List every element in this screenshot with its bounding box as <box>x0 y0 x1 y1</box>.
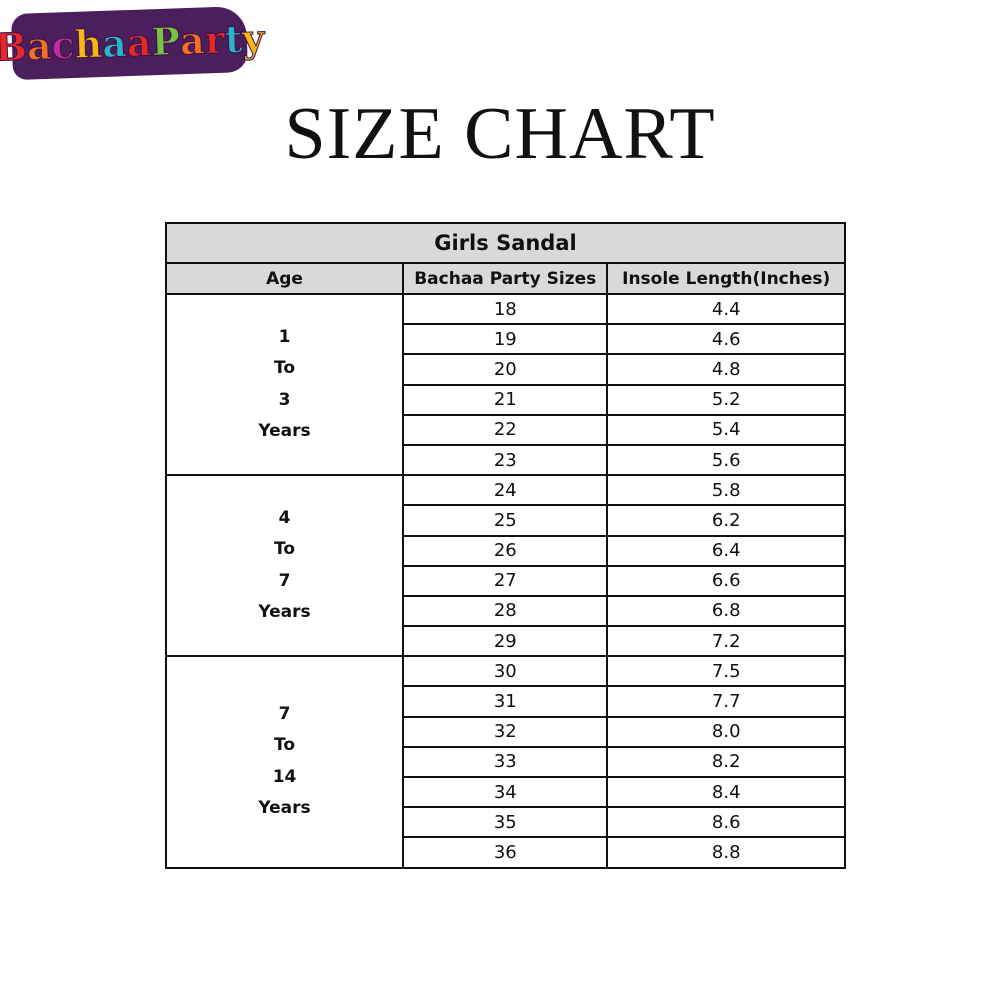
age-line: 14 <box>272 766 297 787</box>
table-row: 28 6.8 <box>166 594 846 628</box>
table-row: 35 8.6 <box>166 806 846 839</box>
age-line: To <box>274 358 296 379</box>
insole-length-cell: 8.0 <box>606 715 846 748</box>
table-caption: Girls Sandal <box>165 222 846 264</box>
size-chart-table: Girls Sandal Age Bachaa Party Sizes Inso… <box>164 222 846 869</box>
insole-length-cell: 8.6 <box>606 806 846 839</box>
logo-letter: a <box>126 19 153 66</box>
insole-length-cell: 4.4 <box>606 292 846 326</box>
size-cell: 32 <box>402 715 609 748</box>
age-line: 7 <box>278 703 291 724</box>
insole-length-cell: 6.2 <box>606 504 846 537</box>
logo-letter: y <box>241 15 266 62</box>
size-cell: 31 <box>402 685 609 718</box>
header-age: Age <box>164 262 405 295</box>
age-group-cell: 1 To 3 Years <box>164 292 405 477</box>
table-row: 7 To 14 Years 30 7.5 <box>164 655 846 869</box>
insole-length-cell: 7.2 <box>606 625 846 658</box>
table-row: 33 8.2 <box>166 745 846 779</box>
age-line: To <box>274 735 296 756</box>
insole-length-cell: 5.4 <box>606 413 846 446</box>
size-cell: 36 <box>402 836 609 869</box>
size-cell: 34 <box>402 775 609 809</box>
table-row: 25 6.2 <box>166 504 846 537</box>
age-line: To <box>274 539 296 560</box>
table-row: 29 7.2 <box>166 625 846 658</box>
age-line: 3 <box>278 389 291 410</box>
table-row: 4 To 7 Years 24 5.8 <box>164 474 846 658</box>
size-cell: 19 <box>402 323 609 356</box>
table-row: 31 7.7 <box>166 685 846 718</box>
size-cell: 29 <box>402 625 609 658</box>
table-row: 21 5.2 <box>166 383 846 416</box>
insole-length-cell: 4.6 <box>606 323 846 356</box>
insole-length-cell: 6.6 <box>606 564 846 597</box>
size-cell: 30 <box>402 655 609 688</box>
table-row: 32 8.0 <box>166 715 846 748</box>
size-cell: 25 <box>402 504 609 537</box>
age-line: 1 <box>278 326 291 347</box>
table-row: 26 6.4 <box>166 534 846 567</box>
insole-length-cell: 5.8 <box>606 474 846 507</box>
table-row: 1 To 3 Years 18 4.4 <box>164 292 846 477</box>
insole-length-cell: 5.6 <box>606 443 846 477</box>
size-cell: 33 <box>402 745 609 779</box>
insole-length-cell: 6.8 <box>606 594 846 628</box>
age-line: Years <box>258 798 311 819</box>
age-group-cell: 7 To 14 Years <box>164 655 405 869</box>
size-cell: 24 <box>402 474 609 507</box>
age-group-cell: 4 To 7 Years <box>164 474 405 658</box>
table-row: 20 4.8 <box>166 353 846 386</box>
size-cell: 23 <box>402 443 609 477</box>
logo-letter: P <box>150 18 181 65</box>
insole-length-cell: 7.7 <box>606 685 846 718</box>
size-cell: 26 <box>402 534 609 567</box>
insole-length-cell: 8.8 <box>606 836 846 869</box>
size-cell: 27 <box>402 564 609 597</box>
header-insole-length: Insole Length(Inches) <box>606 262 846 295</box>
logo-letter: a <box>101 20 128 67</box>
insole-length-cell: 8.4 <box>606 775 846 809</box>
age-line: 7 <box>278 570 291 591</box>
table-row: 19 4.6 <box>166 323 846 356</box>
size-cell: 35 <box>402 806 609 839</box>
insole-length-cell: 4.8 <box>606 353 846 386</box>
size-cell: 28 <box>402 594 609 628</box>
size-cell: 18 <box>402 292 609 326</box>
insole-length-cell: 5.2 <box>606 383 846 416</box>
size-cell: 22 <box>402 413 609 446</box>
insole-length-cell: 7.5 <box>606 655 846 688</box>
header-size: Bachaa Party Sizes <box>402 262 609 295</box>
size-cell: 21 <box>402 383 609 416</box>
table-row: 22 5.4 <box>166 413 846 446</box>
age-line: Years <box>258 421 311 442</box>
table-row: 27 6.6 <box>166 564 846 597</box>
page-title: SIZE CHART <box>284 93 716 175</box>
logo-letter: t <box>223 16 243 63</box>
age-line: Years <box>258 602 311 623</box>
table-row: 36 8.8 <box>166 836 846 869</box>
logo-letter: c <box>50 21 76 68</box>
logo-letter: a <box>26 22 53 69</box>
insole-length-cell: 6.4 <box>606 534 846 567</box>
size-cell: 20 <box>402 353 609 386</box>
logo-letter: a <box>179 17 206 64</box>
insole-length-cell: 8.2 <box>606 745 846 779</box>
logo-letter: h <box>73 20 103 67</box>
logo-letter: B <box>0 23 28 70</box>
table-row: 23 5.6 <box>166 443 846 477</box>
table-row: 34 8.4 <box>166 775 846 809</box>
age-line: 4 <box>278 507 291 528</box>
logo-letter: r <box>203 16 226 63</box>
